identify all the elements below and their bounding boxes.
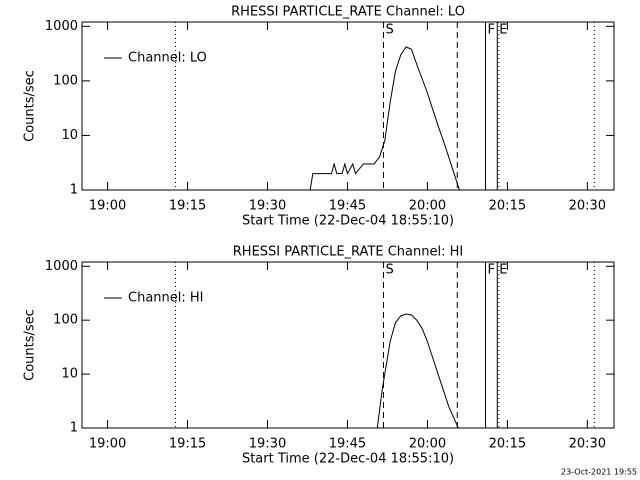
marker-label: F — [488, 263, 495, 278]
y-axis-label: Counts/sec — [23, 309, 38, 381]
y-tick-label: 10 — [61, 367, 78, 382]
x-tick-label: 20:30 — [569, 199, 606, 214]
footer: 23-Oct-2021 19:55 — [561, 468, 637, 477]
y-tick-label: 100 — [53, 73, 78, 88]
x-tick-label: 20:00 — [409, 437, 446, 452]
x-tick-label: 20:15 — [489, 437, 526, 452]
legend-label: Channel: HI — [128, 291, 204, 306]
plot-frame — [81, 21, 615, 191]
marker-label: E — [499, 263, 507, 278]
marker-label: S — [385, 23, 393, 38]
x-tick-label: 20:15 — [489, 199, 526, 214]
x-tick-label: 19:00 — [89, 199, 126, 214]
x-tick-label: 19:45 — [329, 437, 366, 452]
y-axis-label: Counts/sec — [23, 70, 38, 142]
x-tick-label: 20:00 — [409, 199, 446, 214]
data-line — [376, 313, 459, 429]
x-tick-label: 19:30 — [249, 199, 286, 214]
marker-label: F — [488, 23, 495, 38]
x-axis-label: Start Time (22-Dec-04 18:55:10) — [242, 452, 454, 467]
plot-frame — [81, 261, 615, 429]
chart-title: RHESSI PARTICLE_RATE Channel: LO — [231, 5, 465, 20]
y-tick-label: 1 — [70, 421, 78, 436]
x-tick-label: 19:30 — [249, 437, 286, 452]
x-tick-label: 20:30 — [569, 437, 606, 452]
x-tick-label: 19:00 — [89, 437, 126, 452]
x-tick-label: 19:15 — [169, 199, 206, 214]
marker-label: S — [385, 263, 393, 278]
y-tick-label: 1000 — [45, 259, 78, 274]
legend-label: Channel: LO — [128, 51, 207, 66]
data-line — [309, 46, 460, 191]
y-tick-label: 1 — [70, 183, 78, 198]
x-axis-label: Start Time (22-Dec-04 18:55:10) — [242, 214, 454, 229]
x-tick-label: 19:15 — [169, 437, 206, 452]
x-tick-label: 19:45 — [329, 199, 366, 214]
chart-title: RHESSI PARTICLE_RATE Channel: HI — [233, 245, 463, 260]
marker-label: E — [499, 23, 507, 38]
y-tick-label: 100 — [53, 313, 78, 328]
y-tick-label: 1000 — [45, 19, 78, 34]
y-tick-label: 10 — [61, 128, 78, 143]
